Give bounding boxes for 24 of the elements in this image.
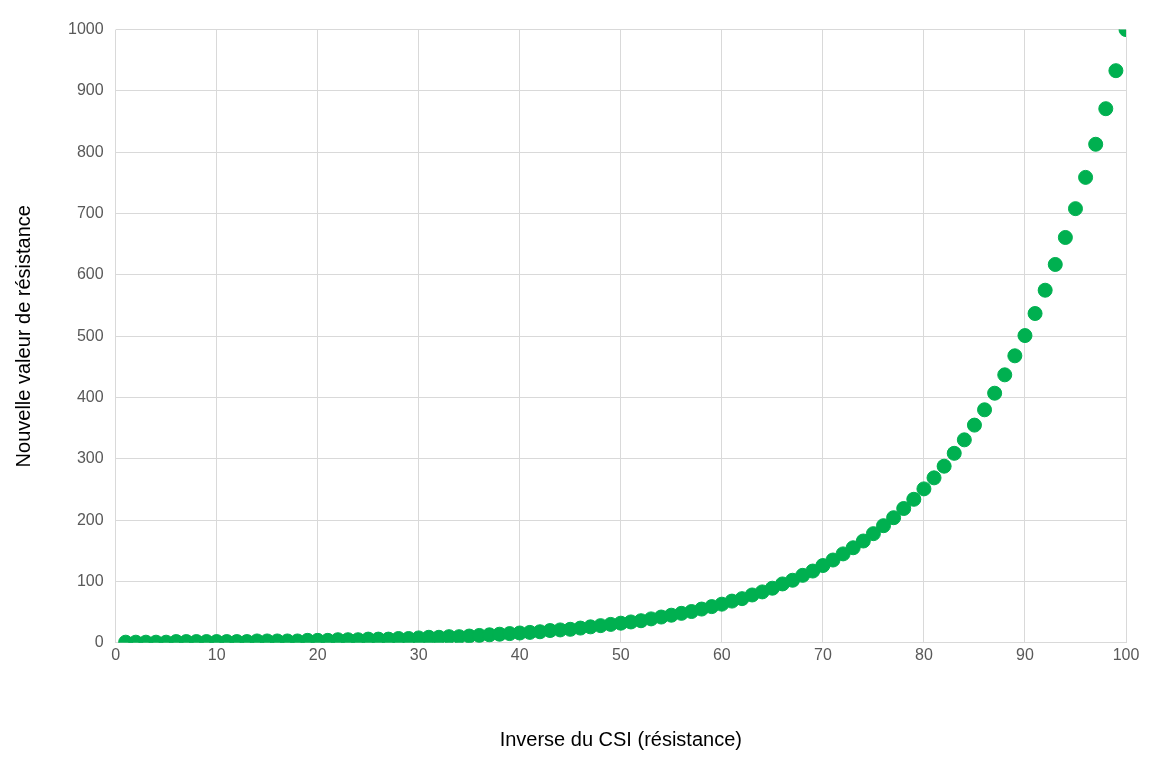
x-tick-label: 20	[308, 645, 327, 663]
x-tick-label: 100	[1112, 645, 1140, 663]
y-tick-label: 800	[76, 142, 104, 160]
x-tick-label: 90	[1016, 645, 1034, 663]
y-tick-label: 1000	[68, 20, 104, 38]
y-tick-label: 600	[76, 265, 104, 283]
x-tick-label: 10	[207, 645, 226, 663]
y-tick-label: 700	[76, 203, 104, 221]
y-tick-label: 200	[76, 510, 104, 528]
y-tick-label: 300	[76, 449, 104, 467]
y-tick-label: 500	[76, 326, 104, 344]
x-tick-label: 30	[409, 645, 428, 663]
x-tick-label: 50	[611, 645, 630, 663]
x-tick-label: 70	[813, 645, 832, 663]
y-axis-title: Nouvelle valeur de résistance	[11, 205, 34, 468]
x-tick-label: 60	[712, 645, 731, 663]
x-tick-label: 80	[915, 645, 933, 663]
x-axis-title: Inverse du CSI (résistance)	[499, 727, 742, 750]
y-tick-label: 0	[94, 633, 104, 651]
y-tick-label: 100	[76, 571, 104, 589]
x-tick-label: 0	[111, 645, 121, 663]
x-tick-label: 40	[510, 645, 529, 663]
y-tick-label: 900	[76, 81, 104, 99]
y-tick-label: 400	[76, 387, 104, 405]
